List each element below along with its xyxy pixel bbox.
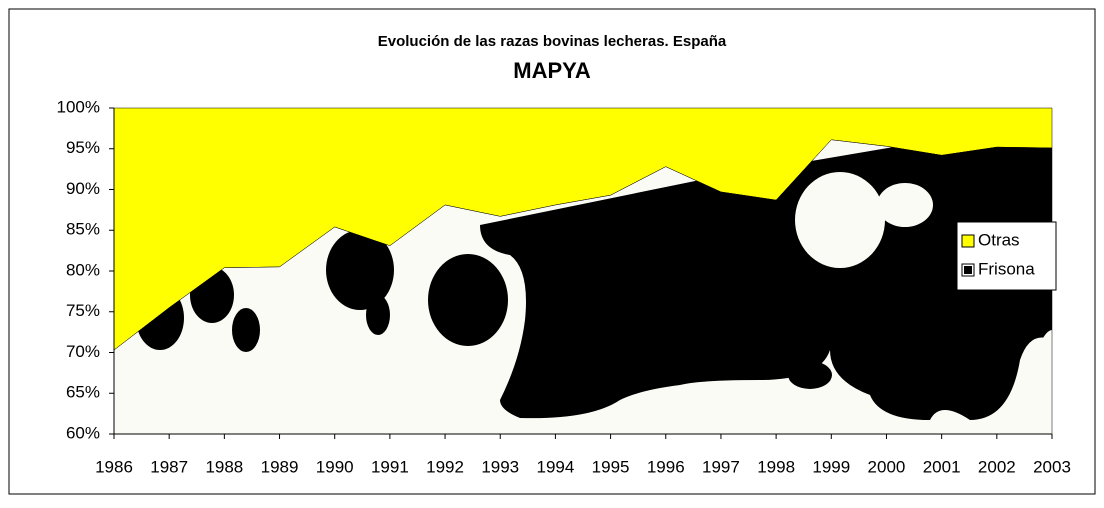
y-tick-label: 85% [66, 220, 100, 239]
x-tick-label: 1996 [647, 457, 685, 476]
legend-label: Otras [978, 230, 1020, 249]
y-tick-label: 90% [66, 179, 100, 198]
x-tick-label: 2001 [923, 457, 961, 476]
x-tick-label: 1988 [205, 457, 243, 476]
chart: Evolución de las razas bovinas lecheras.… [0, 0, 1104, 503]
legend-swatch [962, 235, 974, 247]
legend-swatch-pattern [964, 266, 972, 274]
y-tick-label: 75% [66, 301, 100, 320]
x-tick-label: 1987 [150, 457, 188, 476]
y-tick-label: 65% [66, 383, 100, 402]
x-tick-label: 1991 [371, 457, 409, 476]
x-tick-label: 2003 [1033, 457, 1071, 476]
chart-title: Evolución de las razas bovinas lecheras.… [378, 33, 727, 50]
x-tick-label: 2002 [978, 457, 1016, 476]
x-tick-label: 1990 [316, 457, 354, 476]
y-tick-label: 60% [66, 423, 100, 442]
x-tick-label: 1999 [812, 457, 850, 476]
x-tick-label: 1989 [261, 457, 299, 476]
x-tick-label: 1997 [702, 457, 740, 476]
x-tick-label: 2000 [868, 457, 906, 476]
x-tick-label: 1986 [95, 457, 133, 476]
legend-label: Frisona [978, 259, 1035, 278]
y-tick-label: 70% [66, 342, 100, 361]
x-tick-label: 1992 [426, 457, 464, 476]
y-tick-label: 80% [66, 260, 100, 279]
x-tick-label: 1998 [757, 457, 795, 476]
y-tick-label: 100% [57, 97, 100, 116]
x-tick-label: 1994 [536, 457, 574, 476]
y-tick-label: 95% [66, 138, 100, 157]
chart-subtitle: MAPYA [513, 58, 591, 83]
x-tick-label: 1993 [481, 457, 519, 476]
x-tick-label: 1995 [592, 457, 630, 476]
